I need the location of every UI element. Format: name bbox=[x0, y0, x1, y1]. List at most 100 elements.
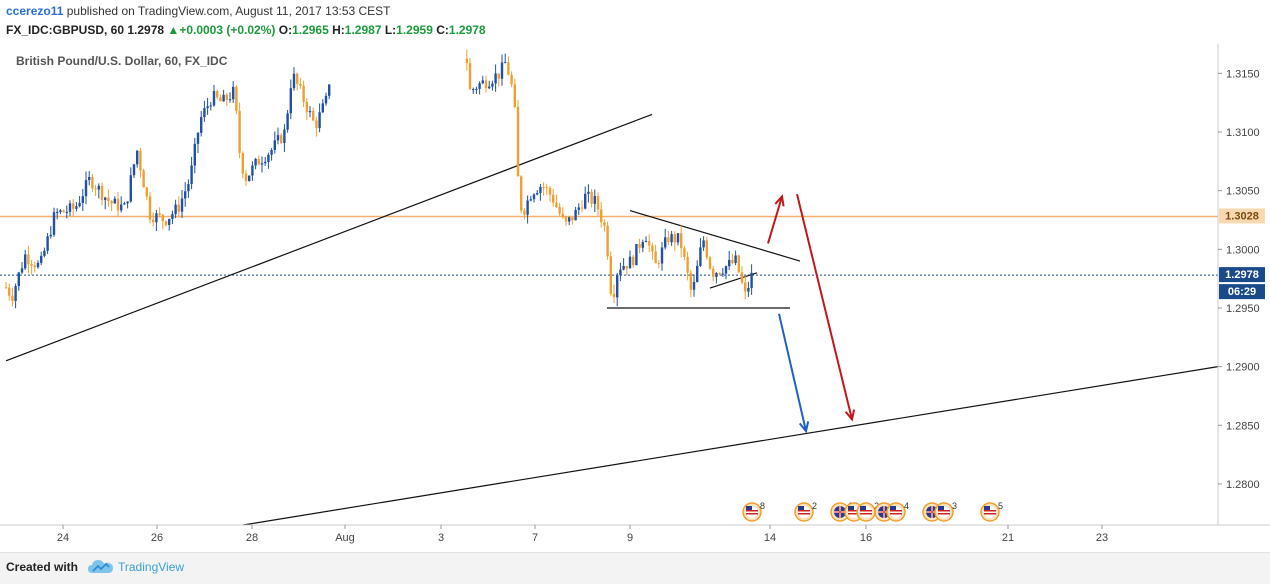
candle-body bbox=[590, 191, 593, 204]
event-marker[interactable]: 8 bbox=[742, 501, 765, 522]
chart-title: British Pound/U.S. Dollar, 60, FX_IDC bbox=[16, 54, 228, 68]
trendline[interactable] bbox=[242, 366, 1219, 526]
candle-body bbox=[62, 210, 65, 213]
candle-body bbox=[539, 186, 542, 194]
resistance-badge bbox=[1219, 208, 1265, 224]
candle-body bbox=[139, 150, 142, 171]
candle-body bbox=[497, 73, 500, 79]
candle-body bbox=[184, 191, 187, 199]
event-marker[interactable]: 4 bbox=[886, 501, 909, 522]
candle-body bbox=[241, 152, 244, 174]
candle-body bbox=[676, 233, 680, 243]
time-tick-label: 23 bbox=[1096, 532, 1108, 544]
flag-stripe bbox=[798, 510, 810, 512]
candle-body bbox=[536, 193, 539, 195]
candle-body bbox=[283, 129, 286, 143]
price-tick-label: 1.2900 bbox=[1226, 362, 1260, 374]
symbol-label[interactable]: FX_IDC:GBPUSD, 60 bbox=[6, 23, 125, 37]
candle-body bbox=[708, 257, 712, 269]
candle-body bbox=[673, 234, 676, 243]
candle-body bbox=[110, 201, 113, 204]
candle-body bbox=[558, 206, 561, 214]
candle-body bbox=[97, 185, 100, 190]
candle-body bbox=[264, 161, 267, 164]
trendline[interactable] bbox=[709, 272, 758, 289]
candle-body bbox=[113, 198, 116, 204]
flag-stripe bbox=[984, 513, 996, 515]
price-chart[interactable]: British Pound/U.S. Dollar, 60, FX_IDC 1.… bbox=[0, 0, 1270, 552]
trendline[interactable] bbox=[629, 210, 801, 262]
candle-body bbox=[718, 273, 721, 275]
candle-body bbox=[270, 150, 273, 155]
candle-body bbox=[744, 282, 747, 292]
publish-line: ccerezo11 published on TradingView.com, … bbox=[6, 4, 391, 18]
candle-body bbox=[273, 140, 276, 151]
candle-body bbox=[206, 106, 209, 109]
open-value: 1.2965 bbox=[292, 23, 329, 37]
event-marker[interactable]: 5 bbox=[980, 501, 1003, 522]
open-label: O: bbox=[278, 23, 293, 37]
candle-body bbox=[302, 85, 305, 102]
candle-body bbox=[664, 237, 667, 248]
red-arrow[interactable] bbox=[767, 196, 783, 244]
candle-body bbox=[529, 199, 532, 201]
candle-body bbox=[257, 158, 260, 165]
arrowhead bbox=[774, 194, 785, 207]
candle-body bbox=[232, 86, 235, 100]
candle-body bbox=[478, 83, 481, 89]
price-tick-label: 1.3000 bbox=[1226, 244, 1260, 256]
candle-body bbox=[292, 73, 296, 89]
time-tick-label: 26 bbox=[151, 532, 163, 544]
price-tick-label: 1.2800 bbox=[1226, 479, 1260, 491]
author-link[interactable]: ccerezo11 bbox=[6, 4, 64, 18]
event-marker[interactable]: 3 bbox=[934, 501, 957, 522]
candle-body bbox=[225, 94, 228, 100]
candle-body bbox=[107, 197, 110, 202]
flag-canton bbox=[938, 506, 944, 510]
event-count: 5 bbox=[998, 501, 1003, 511]
publish-info: published on TradingView.com, August 11,… bbox=[66, 4, 391, 18]
candle-body bbox=[238, 110, 241, 153]
candle-body bbox=[161, 214, 164, 222]
candle-body bbox=[52, 212, 56, 235]
candle-body bbox=[104, 197, 107, 200]
price-tick-label: 1.3150 bbox=[1226, 68, 1260, 80]
candle-body bbox=[276, 135, 280, 141]
candle-body bbox=[609, 256, 612, 294]
price-tick-label: 1.3100 bbox=[1226, 127, 1260, 139]
flag-stripe bbox=[984, 510, 996, 512]
red-arrow[interactable] bbox=[796, 193, 853, 420]
candle-body bbox=[40, 255, 43, 263]
candle-body bbox=[132, 164, 136, 176]
candle-body bbox=[289, 88, 292, 114]
flag-stripe bbox=[848, 513, 860, 515]
candle-body bbox=[155, 213, 158, 223]
candle-body bbox=[651, 245, 654, 252]
resistance-badge-label: 1.3028 bbox=[1225, 210, 1259, 222]
candle-body bbox=[81, 196, 84, 203]
last-badge-label: 1.2978 bbox=[1225, 269, 1259, 281]
candle-body bbox=[212, 91, 216, 106]
candle-body bbox=[158, 213, 161, 215]
candle-body bbox=[740, 272, 744, 283]
candle-body bbox=[49, 234, 52, 237]
candle-body bbox=[65, 211, 68, 213]
candle-body bbox=[328, 84, 331, 96]
flag-stripe bbox=[860, 513, 872, 515]
candle-body bbox=[315, 120, 318, 129]
event-marker[interactable]: 2 bbox=[794, 501, 817, 522]
candle-body bbox=[14, 286, 17, 301]
trendline[interactable] bbox=[5, 113, 653, 362]
time-tick-label: 3 bbox=[438, 532, 444, 544]
tradingview-link[interactable]: TradingView bbox=[118, 560, 185, 574]
candle-body bbox=[168, 218, 171, 225]
candle-body bbox=[190, 165, 193, 185]
candle-body bbox=[616, 275, 619, 298]
candle-body bbox=[27, 254, 30, 265]
candle-body bbox=[129, 175, 132, 202]
triangle-up-icon: ▲ bbox=[167, 23, 180, 37]
blue-arrow[interactable] bbox=[778, 313, 807, 432]
candle-body bbox=[56, 212, 59, 214]
time-tick-label: 14 bbox=[764, 532, 776, 544]
candle-body bbox=[657, 263, 660, 265]
